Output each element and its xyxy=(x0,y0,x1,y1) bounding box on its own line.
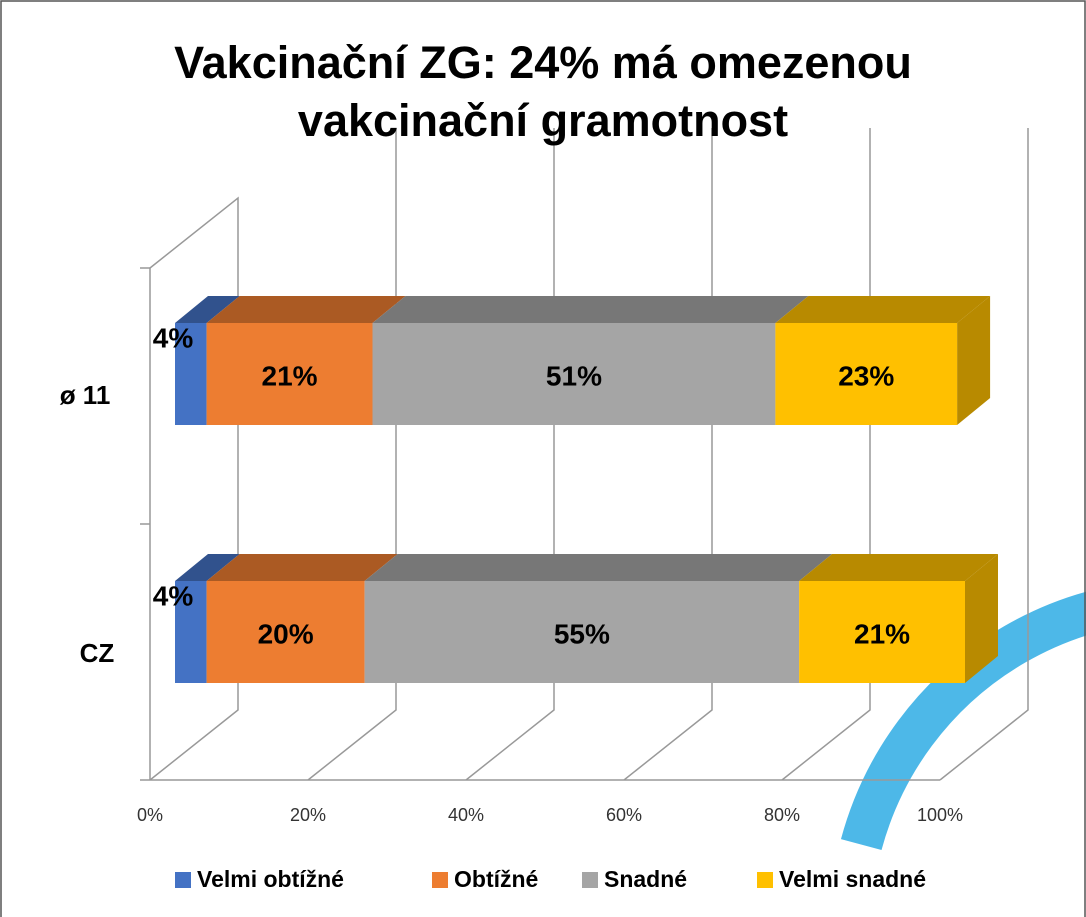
bar-top xyxy=(175,296,240,323)
bar-top xyxy=(364,554,833,581)
bar-top xyxy=(206,554,398,581)
category-label: CZ xyxy=(80,638,115,668)
plot: 0% 20% 40% 60% 80% 100% ø 11 4% 21% 51% 23% CZ 4% 20%… xyxy=(60,128,1029,892)
data-label: 55% xyxy=(554,618,610,649)
bar xyxy=(175,581,207,683)
data-label: 23% xyxy=(838,360,894,391)
grid-line xyxy=(939,128,1029,781)
bar xyxy=(372,323,776,425)
chart-title: Vakcinační ZG: 24% má omezenou vakcinačn… xyxy=(174,37,912,146)
bar-top xyxy=(775,296,991,323)
x-tick-label: 60% xyxy=(606,805,642,825)
x-tick-label: 0% xyxy=(137,805,163,825)
bar xyxy=(206,323,373,425)
category-label: ø 11 xyxy=(60,380,111,410)
data-label: 4% xyxy=(153,322,194,353)
data-label: 4% xyxy=(153,580,194,611)
legend-label: Snadné xyxy=(604,866,687,892)
legend-swatch xyxy=(175,872,191,888)
bar-top xyxy=(372,296,809,323)
legend-label: Obtížné xyxy=(454,866,538,892)
legend-swatch xyxy=(757,872,773,888)
bar-top xyxy=(206,296,406,323)
x-tick-label: 20% xyxy=(290,805,326,825)
data-label: 20% xyxy=(258,618,314,649)
data-label: 21% xyxy=(262,360,318,391)
x-tick-label: 40% xyxy=(448,805,484,825)
bar-top xyxy=(175,554,240,581)
legend-swatch xyxy=(432,872,448,888)
legend-label: Velmi obtížné xyxy=(197,866,344,892)
bar xyxy=(206,581,365,683)
bar xyxy=(799,581,965,683)
bar-side xyxy=(965,554,998,683)
legend-swatch xyxy=(582,872,598,888)
data-label: 21% xyxy=(854,618,910,649)
x-tick-label: 80% xyxy=(764,805,800,825)
bar xyxy=(364,581,800,683)
bar xyxy=(775,323,958,425)
left-wall xyxy=(149,196,239,781)
data-label: 51% xyxy=(546,360,602,391)
legend-label: Velmi snadné xyxy=(779,866,926,892)
bar-top xyxy=(799,554,998,581)
bar xyxy=(175,323,207,425)
decoration-arc xyxy=(840,579,1086,851)
bar-side xyxy=(957,296,991,425)
x-tick-label: 100% xyxy=(917,805,963,825)
